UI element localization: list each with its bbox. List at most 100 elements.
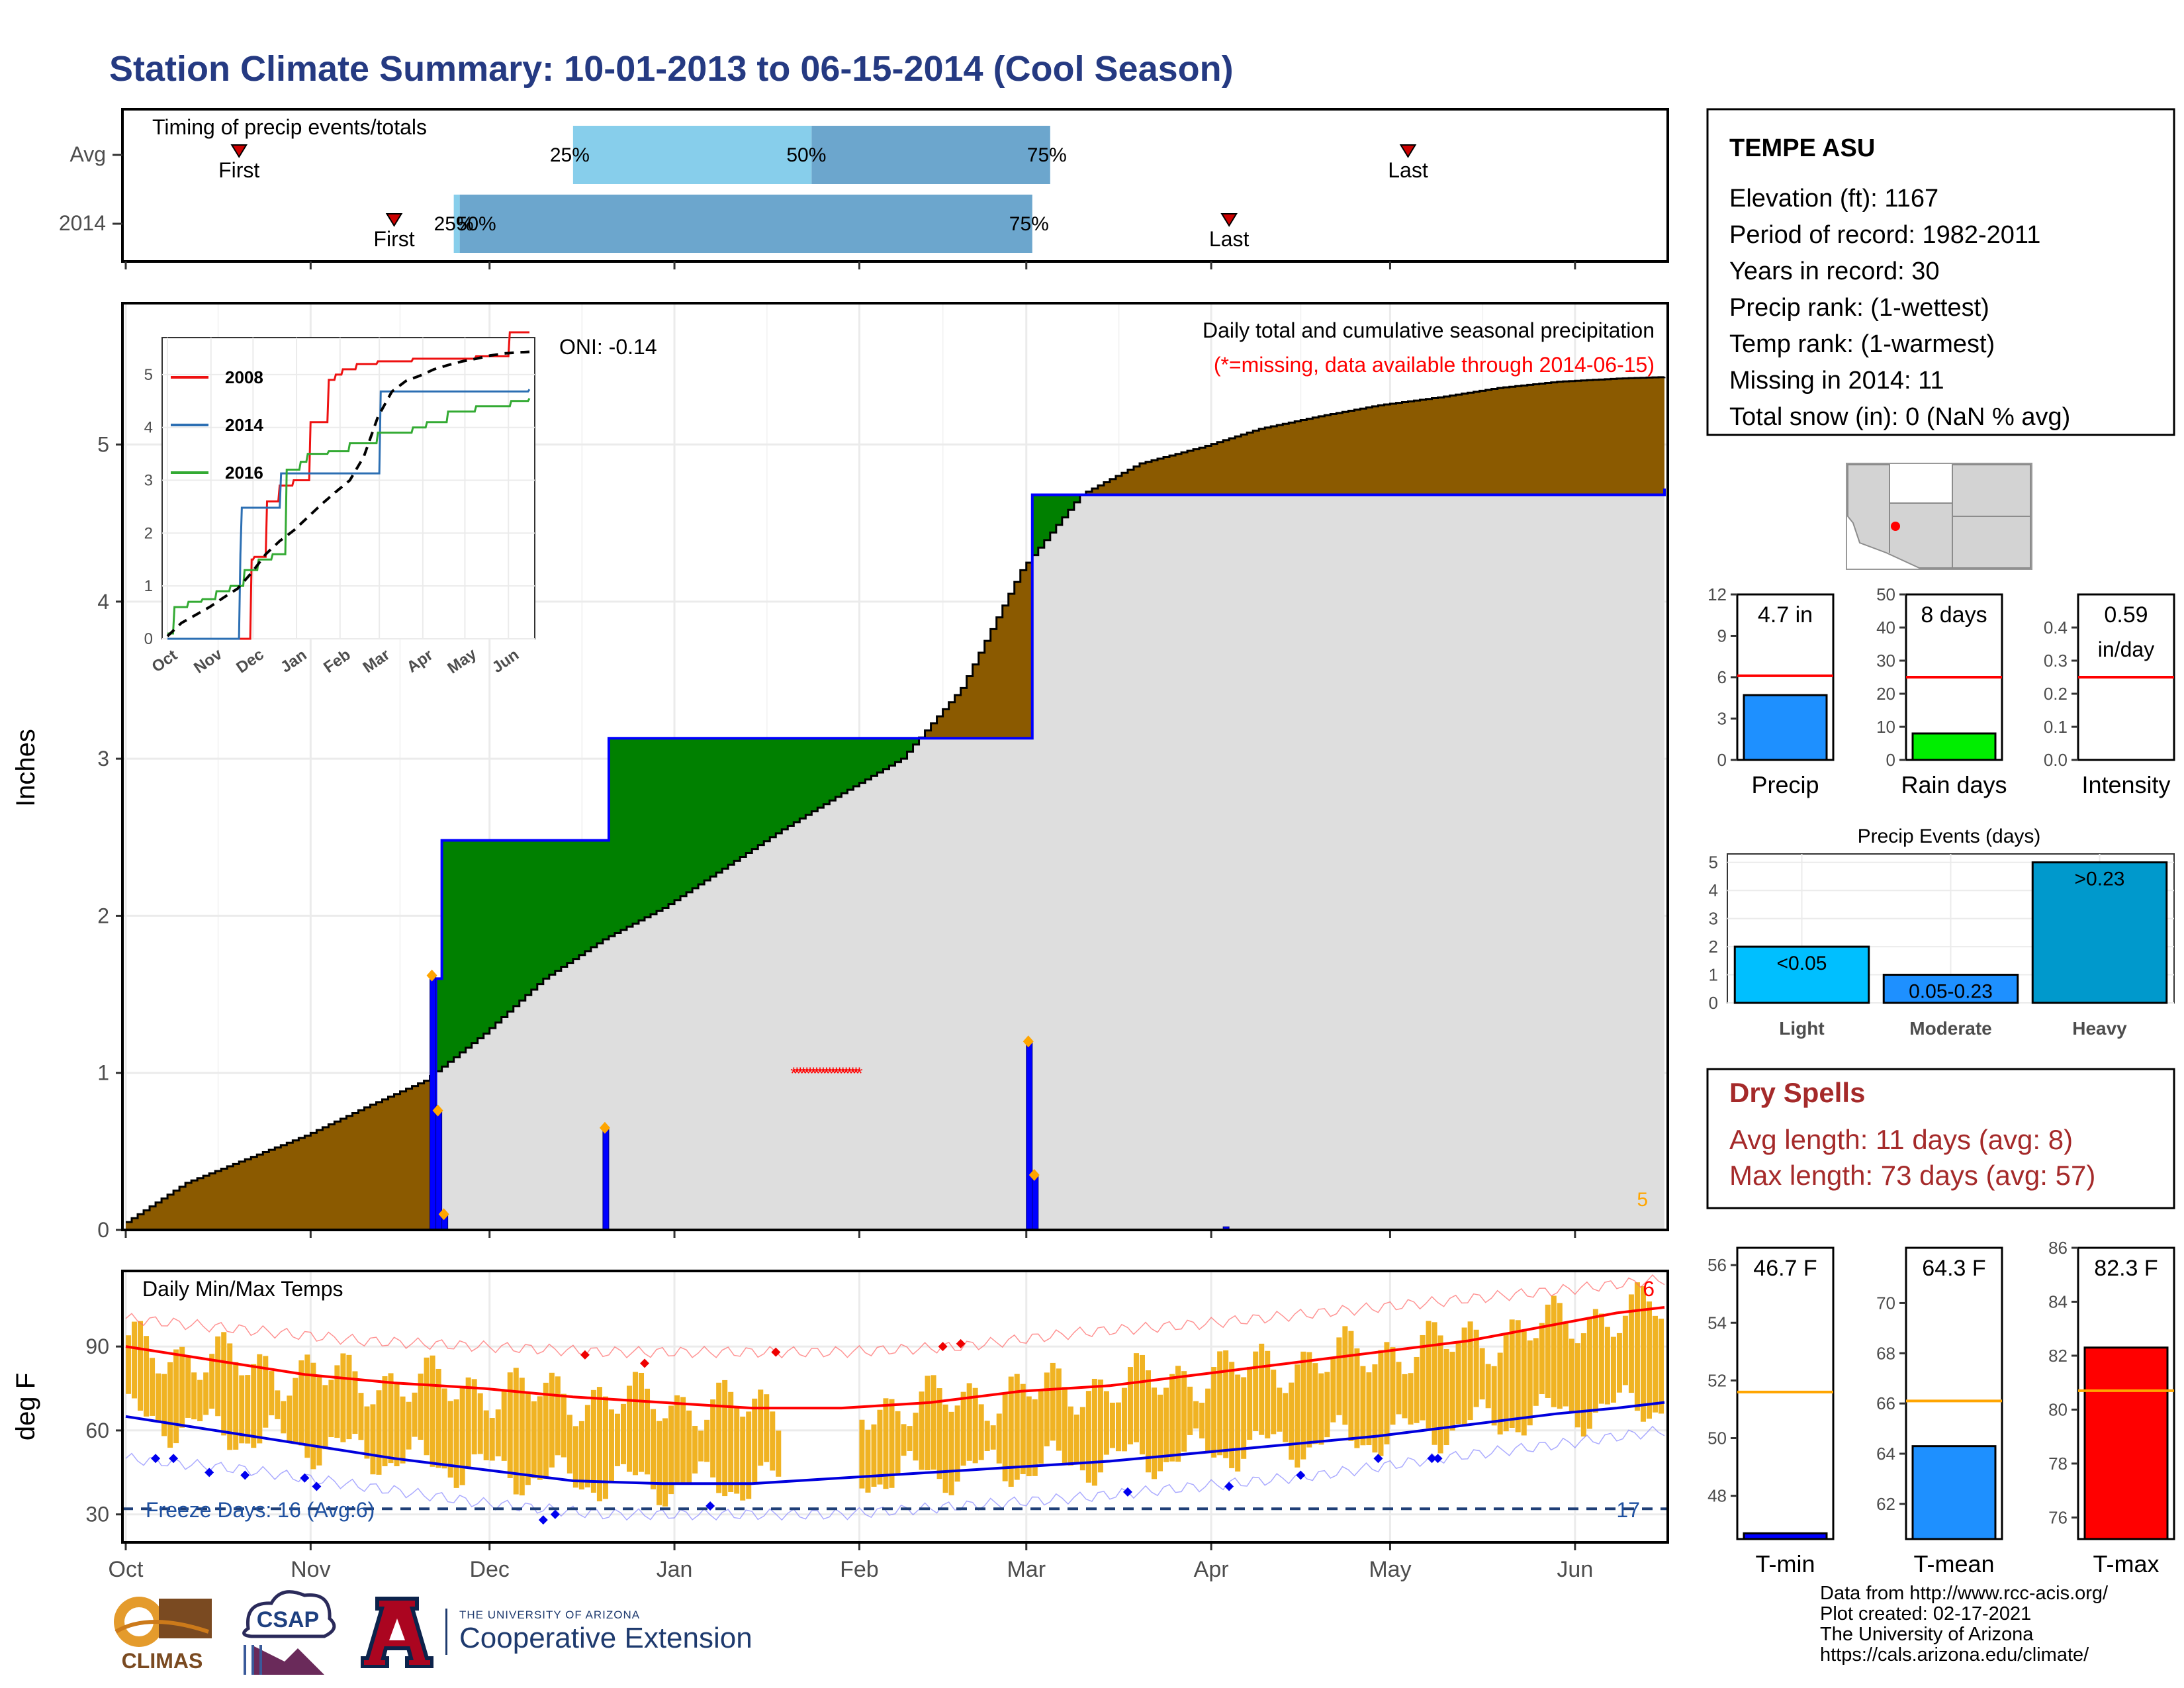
- daily-precip-bar: [1032, 1174, 1039, 1231]
- daily-temp-bar: [1158, 1394, 1163, 1472]
- daily-temp-bar: [668, 1405, 674, 1495]
- daily-temp-bar: [584, 1405, 590, 1487]
- daily-temp-bar: [1187, 1386, 1193, 1435]
- timing-event-marker: [230, 144, 248, 158]
- month-label: Oct: [109, 1557, 144, 1582]
- record-high-marker: [938, 1342, 948, 1352]
- event-bar: [1882, 974, 2019, 1004]
- timing-band-label: 25%: [434, 213, 474, 235]
- daily-temp-bar: [1109, 1402, 1115, 1448]
- daily-temp-bar: [1295, 1364, 1300, 1468]
- gauge-ytick-label: 62: [1876, 1494, 1895, 1514]
- daily-temp-bar: [686, 1410, 692, 1483]
- station-line: Elevation (ft): 1167: [1729, 185, 1938, 212]
- daily-temp-bar: [657, 1421, 662, 1505]
- daily-temp-bar: [651, 1409, 657, 1489]
- month-label: Apr: [1194, 1557, 1229, 1582]
- gauge-value-label: 46.7 F: [1753, 1256, 1817, 1281]
- inset-series-line: [167, 389, 531, 640]
- gauge-value-label: 8 days: [1921, 602, 1987, 628]
- daily-temp-bar: [1443, 1348, 1449, 1446]
- daily-temp-bar: [1634, 1282, 1640, 1411]
- daily-temp-bar: [1342, 1326, 1348, 1425]
- daily-temp-bar: [1509, 1319, 1515, 1429]
- daily-temp-bar: [537, 1396, 543, 1480]
- gauge-ytick-label: 48: [1707, 1486, 1727, 1506]
- event-bar-label: >0.23: [2075, 868, 2125, 890]
- daily-temp-bar: [1211, 1367, 1217, 1458]
- month-label: Jan: [657, 1557, 693, 1582]
- daily-temp-bar: [1569, 1338, 1574, 1413]
- record-low-marker: [1224, 1481, 1234, 1491]
- daily-temp-bar: [1586, 1317, 1592, 1429]
- inset-ytick-label: 3: [144, 472, 153, 490]
- daily-temp-bar: [1557, 1303, 1563, 1409]
- gauge-xlabel: Precip: [1751, 771, 1819, 798]
- daily-temp-bar: [441, 1388, 447, 1469]
- daily-temp-bar: [197, 1380, 203, 1421]
- record-max-line: [125, 1274, 1665, 1359]
- missing-marker: *: [849, 1064, 856, 1084]
- station-line: Precip rank: (1-wettest): [1729, 294, 1989, 322]
- inset-ytick-label: 4: [144, 419, 153, 437]
- daily-temp-bar: [185, 1357, 191, 1418]
- record-low-marker: [312, 1481, 322, 1491]
- daily-temp-bar: [1336, 1337, 1342, 1415]
- gauge-ytick-label: 56: [1707, 1255, 1727, 1275]
- daily-temp-bar: [340, 1353, 346, 1442]
- daily-temp-bar: [322, 1385, 328, 1450]
- daily-temp-bar: [620, 1403, 626, 1464]
- gauge-ytick-label: 54: [1707, 1313, 1727, 1333]
- month-label: May: [1369, 1557, 1411, 1582]
- daily-temp-bar: [960, 1391, 966, 1466]
- daily-temp-bar: [435, 1368, 441, 1468]
- climas-logo-text: CLIMAS: [122, 1649, 203, 1673]
- daily-temp-bar: [1348, 1331, 1354, 1441]
- climas-logo: CLIMAS: [109, 1585, 215, 1678]
- gauge-value-label: 82.3 F: [2094, 1256, 2158, 1281]
- daily-temp-bar: [936, 1388, 942, 1479]
- missing-marker: *: [810, 1064, 817, 1084]
- daily-temp-bar: [477, 1393, 483, 1454]
- daily-temp-bar: [596, 1387, 602, 1502]
- record-low-marker: [1373, 1454, 1383, 1464]
- record-low-marker: [1296, 1470, 1306, 1480]
- gauge-ytick-label: 50: [1876, 585, 1895, 604]
- daily-temp-bar: [1289, 1382, 1295, 1460]
- inset-ytick-label: 0: [144, 630, 153, 648]
- daily-temp-bar: [1574, 1343, 1580, 1428]
- daily-temp-bar: [1199, 1403, 1205, 1438]
- events-ytick-label: 3: [1709, 909, 1718, 929]
- station-line: Temp rank: (1-warmest): [1729, 330, 1995, 358]
- daily-temp-bar: [316, 1377, 322, 1466]
- gauge-value-label: 64.3 F: [1922, 1256, 1985, 1281]
- inset-ytick-label: 1: [144, 577, 153, 595]
- gauge-ytick-label: 50: [1707, 1429, 1727, 1448]
- missing-marker: *: [797, 1064, 803, 1084]
- missing-marker: *: [803, 1064, 810, 1084]
- credit-line: Data from http://www.rcc-acis.org/: [1820, 1583, 2109, 1604]
- daily-temp-bar: [525, 1393, 531, 1485]
- record-low-marker: [300, 1473, 310, 1483]
- precip-ytick-label: 5: [97, 433, 109, 457]
- daily-temp-bar: [1277, 1387, 1283, 1432]
- daily-temp-bar: [364, 1406, 370, 1459]
- temps-ytick-label: 90: [85, 1335, 109, 1358]
- daily-precip-bar: [602, 1127, 610, 1231]
- credits: Data from http://www.rcc-acis.org/ Plot …: [1820, 1583, 2108, 1665]
- daily-temp-bar: [489, 1418, 495, 1461]
- daily-temp-bar: [126, 1335, 132, 1394]
- daily-temp-bar: [334, 1365, 340, 1438]
- daily-temp-bar: [1467, 1321, 1473, 1421]
- daily-temp-bar: [209, 1354, 215, 1409]
- daily-temp-bar: [1485, 1364, 1491, 1409]
- gauge-value-label: in/day: [2098, 637, 2154, 661]
- daily-temp-bar: [704, 1419, 710, 1462]
- daily-temp-bar: [1539, 1323, 1545, 1395]
- daily-temp-bar: [1253, 1351, 1259, 1431]
- daily-temp-bar: [1479, 1348, 1485, 1400]
- daily-temp-bar: [227, 1343, 233, 1450]
- daily-temp-bar: [221, 1332, 227, 1436]
